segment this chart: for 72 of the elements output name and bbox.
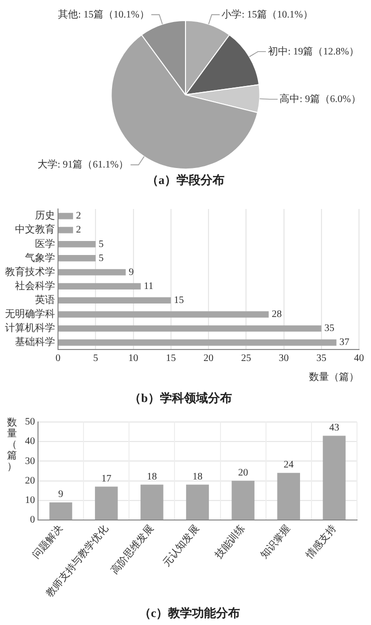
x-tick-label: 30 — [278, 353, 289, 364]
data-label: 5 — [98, 252, 104, 264]
data-label: 20 — [238, 467, 248, 478]
data-label: 9 — [128, 266, 134, 278]
x-axis-title: 数量（篇） — [309, 372, 359, 384]
x-tick-label: 20 — [204, 353, 214, 364]
slice-label: 小学: 15篇（10.1%） — [222, 8, 313, 20]
y-tick-label: 医学 — [35, 238, 55, 250]
y-tick-label: 50 — [25, 416, 35, 428]
x-tick-label: 5 — [93, 353, 98, 364]
bar — [94, 486, 118, 520]
data-label: 43 — [329, 422, 340, 434]
y-tick-label: 40 — [25, 436, 35, 448]
x-tick-label: 技能训练 — [212, 522, 248, 562]
y-axis-title: 数量（篇） — [7, 418, 17, 473]
data-label: 5 — [98, 238, 104, 250]
bar — [58, 240, 96, 248]
text: （c）教学功能分布 — [138, 606, 240, 620]
bar — [58, 325, 322, 332]
y-tick-label: 20 — [25, 475, 35, 486]
y-tick-label: 计算机科学 — [5, 322, 55, 334]
x-tick-label: 35 — [316, 353, 326, 364]
bar — [58, 283, 141, 290]
data-label: 28 — [272, 309, 282, 320]
y-tick-label: 气象学 — [25, 252, 55, 264]
bar — [58, 297, 171, 304]
y-tick-label: 30 — [25, 456, 35, 467]
y-tick-label: 10 — [25, 494, 35, 506]
bar — [186, 484, 209, 520]
y-tick-label: 基础科学 — [15, 336, 55, 348]
y-tick-label: 英语 — [35, 294, 55, 306]
text: （a）学段分布 — [146, 172, 224, 187]
y-tick-label: 历史 — [35, 210, 55, 222]
x-tick-label: 15 — [166, 353, 176, 364]
bar — [49, 502, 72, 520]
text: （b）学科领域分布 — [129, 390, 232, 405]
bar — [140, 484, 164, 520]
x-tick-label: 元认知发展 — [160, 522, 202, 569]
data-label: 11 — [144, 280, 154, 292]
data-label: 37 — [339, 337, 350, 348]
x-tick-label: 25 — [241, 353, 252, 364]
bar — [322, 436, 346, 520]
x-tick-label: 40 — [354, 353, 364, 364]
data-label: 15 — [174, 295, 184, 306]
bar — [58, 311, 269, 318]
slice-label: 其他: 15篇（10.1%） — [58, 8, 150, 20]
bar — [232, 480, 254, 520]
x-tick-label: 知识掌握 — [258, 522, 293, 562]
y-tick-label: 教育技术学 — [5, 266, 55, 278]
y-tick-label: 无明确学科 — [5, 308, 55, 320]
data-label: 18 — [146, 471, 157, 482]
bar — [58, 226, 74, 234]
data-label: 2 — [76, 224, 82, 236]
bar — [58, 269, 126, 276]
bar — [277, 472, 300, 520]
data-label: 2 — [76, 210, 82, 222]
data-label: 24 — [284, 460, 294, 471]
bar — [58, 212, 74, 220]
slice-label: 高中: 9篇（6.0%） — [280, 92, 361, 105]
y-tick-label: 社会科学 — [15, 280, 55, 292]
data-label: 17 — [101, 473, 112, 484]
x-tick-label: 情感支持 — [302, 522, 339, 562]
bar — [58, 339, 336, 346]
data-label: 35 — [324, 323, 334, 334]
slice-label: 大学: 91篇（61.1%） — [37, 158, 129, 170]
data-label: 18 — [192, 471, 202, 482]
x-tick-label: 10 — [128, 353, 138, 364]
bar — [58, 255, 96, 262]
y-tick-label: 中文教育 — [15, 224, 55, 236]
data-label: 9 — [58, 488, 64, 500]
x-tick-label: 高阶思维发展 — [108, 522, 156, 576]
slice-label: 初中: 19篇（12.8%） — [268, 45, 360, 58]
